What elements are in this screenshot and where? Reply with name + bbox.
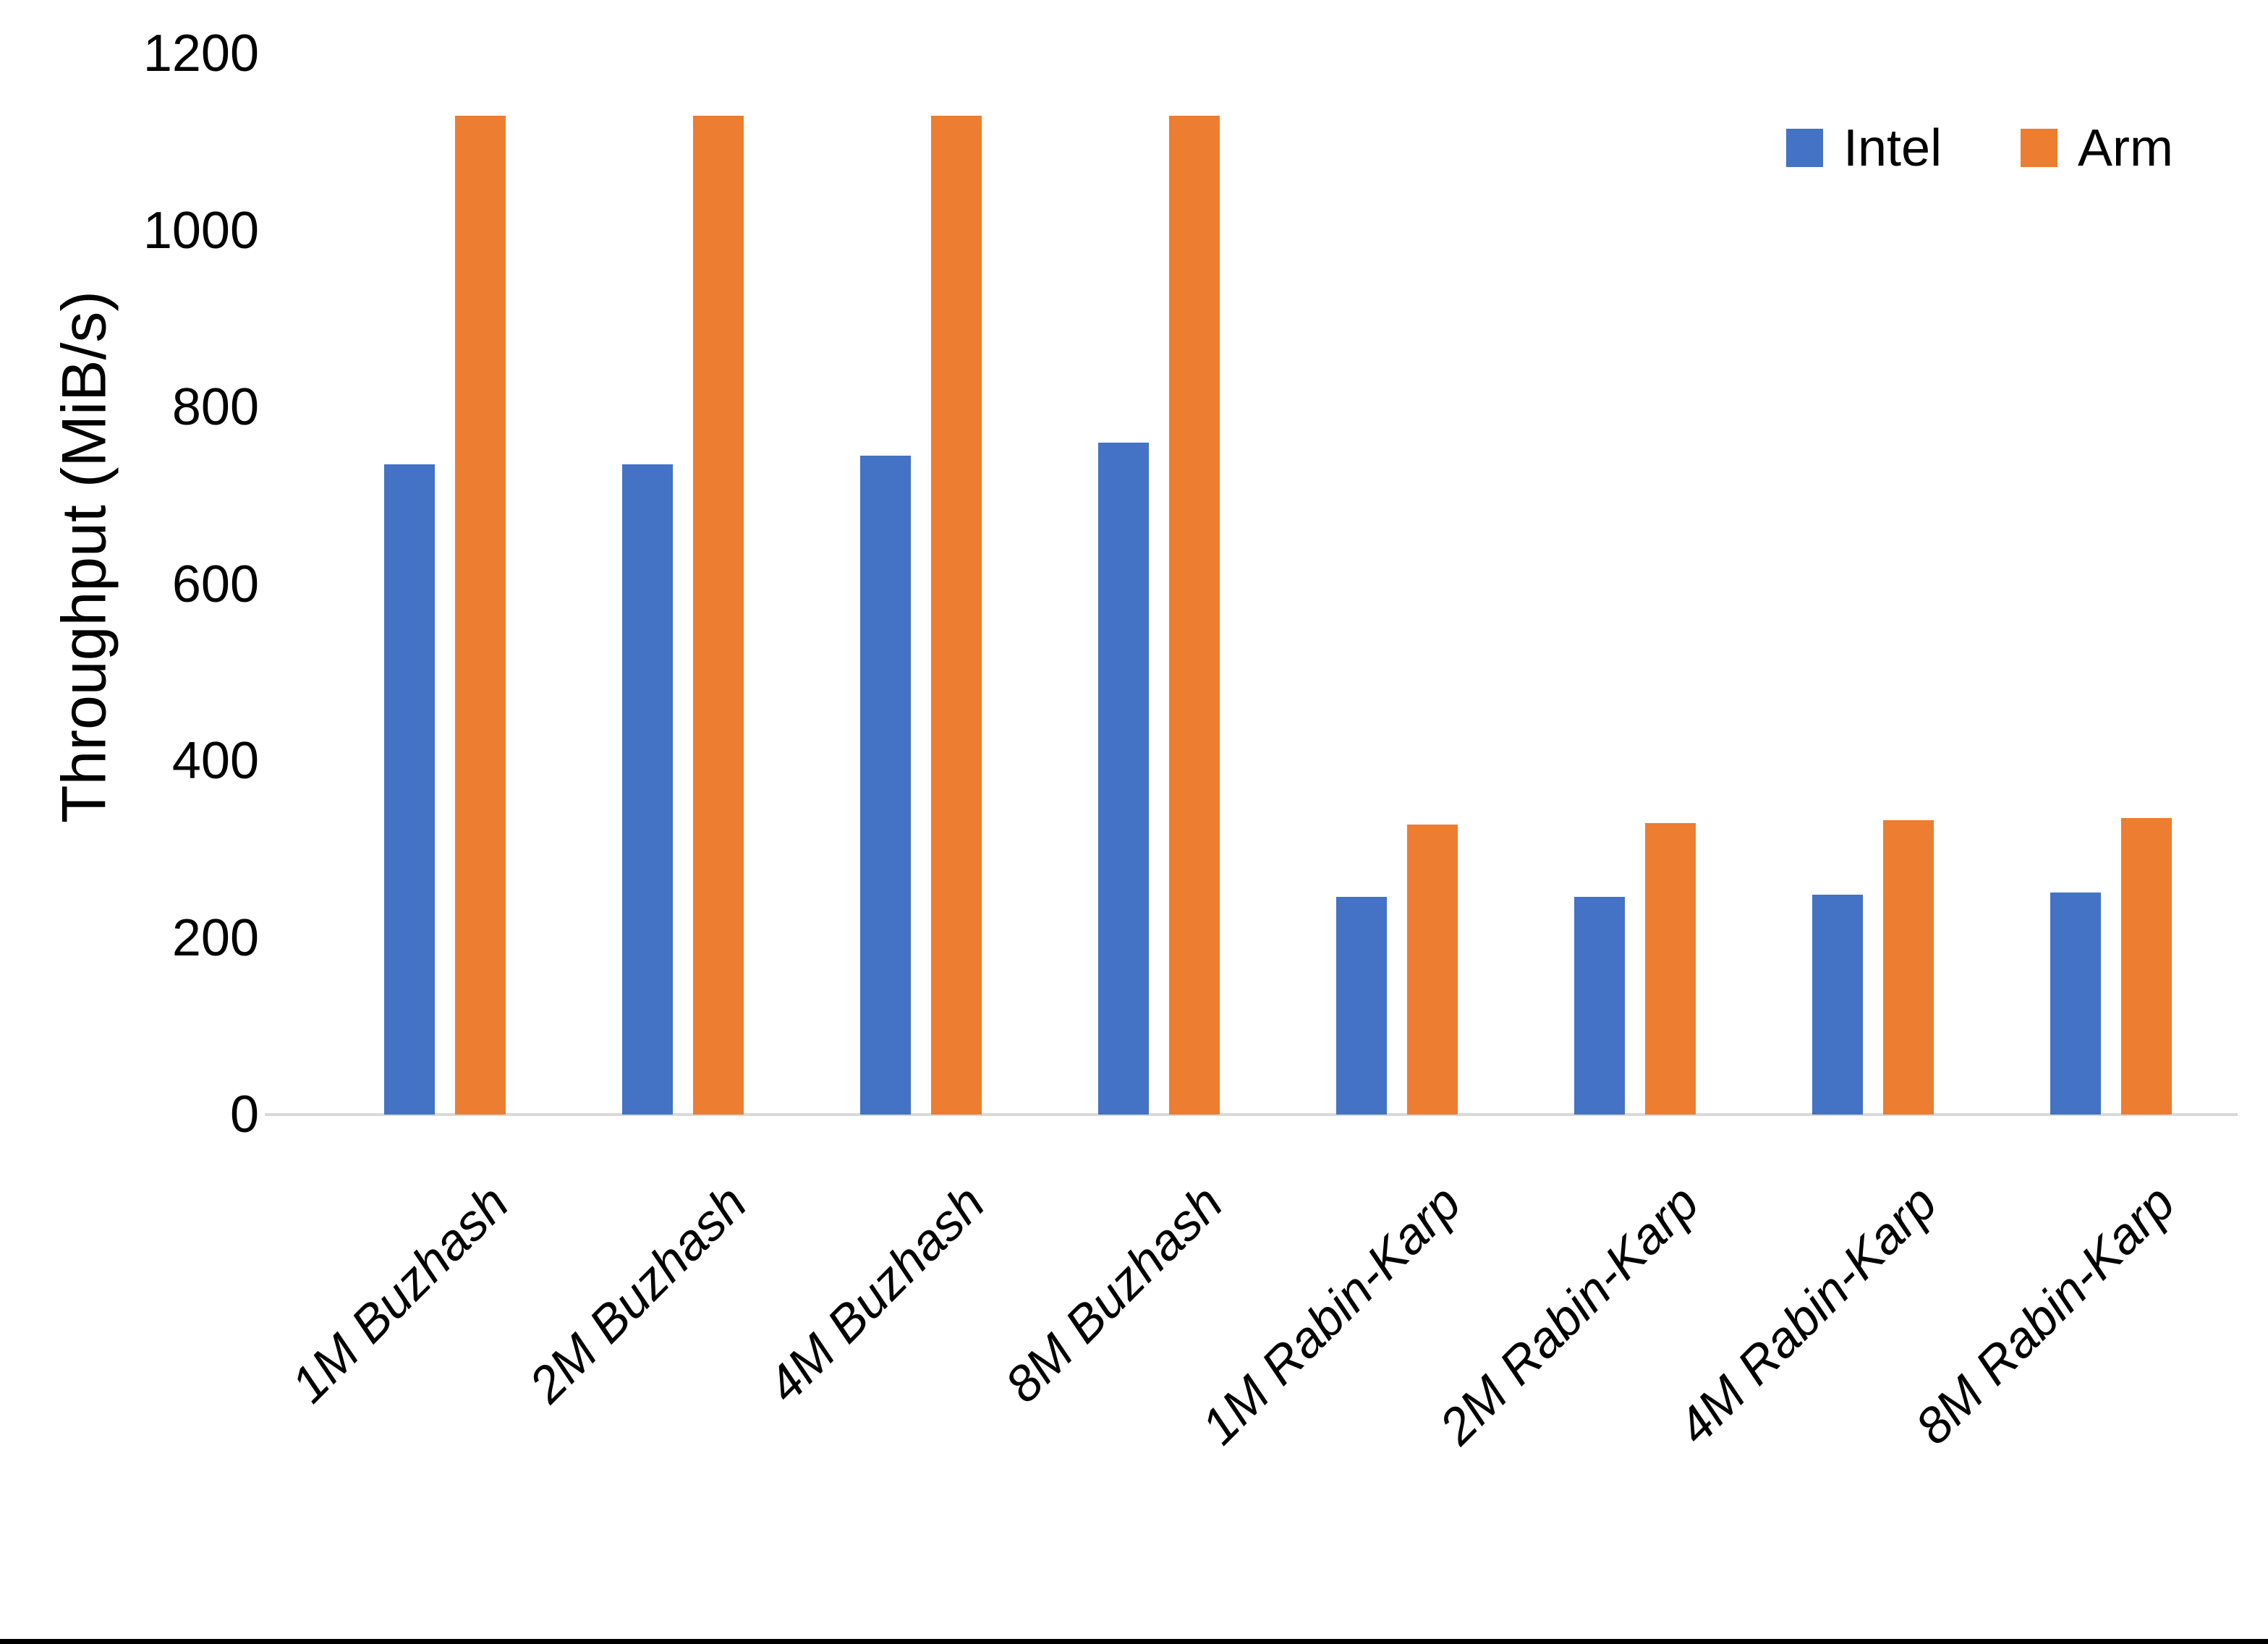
bar-arm-8m-rabin-karp — [2121, 818, 2172, 1115]
x-axis-line — [265, 1113, 2238, 1116]
x-category-label-1m-rabin-karp: 1M Rabin-Karp — [1190, 1174, 1471, 1455]
x-category-label-2m-rabin-karp: 2M Rabin-Karp — [1428, 1174, 1710, 1455]
bar-arm-4m-rabin-karp — [1883, 819, 1934, 1115]
x-category-label-2m-buzhash: 2M Buzhash — [518, 1174, 757, 1413]
bar-arm-1m-buzhash — [455, 115, 506, 1115]
bar-intel-4m-buzhash — [860, 456, 911, 1115]
x-category-label-8m-rabin-karp: 8M Rabin-Karp — [1904, 1174, 2186, 1455]
bar-intel-8m-rabin-karp — [2050, 893, 2101, 1115]
bar-intel-8m-buzhash — [1098, 442, 1149, 1115]
y-tick-label-1200: 1200 — [143, 25, 259, 82]
bar-arm-2m-rabin-karp — [1645, 822, 1696, 1115]
bar-arm-1m-rabin-karp — [1407, 825, 1458, 1115]
bar-intel-2m-rabin-karp — [1574, 897, 1625, 1115]
x-category-label-1m-buzhash: 1M Buzhash — [280, 1174, 519, 1413]
bar-arm-8m-buzhash — [1169, 115, 1220, 1115]
bar-intel-4m-rabin-karp — [1812, 894, 1863, 1115]
bar-intel-1m-rabin-karp — [1336, 897, 1387, 1115]
y-tick-label-1000: 1000 — [143, 201, 259, 260]
y-tick-label-800: 800 — [171, 378, 259, 436]
legend-label-arm: Arm — [2078, 119, 2173, 177]
x-category-label-4m-rabin-karp: 4M Rabin-Karp — [1666, 1174, 1948, 1455]
bar-arm-4m-buzhash — [931, 115, 982, 1115]
bar-arm-2m-buzhash — [693, 115, 744, 1115]
y-tick-label-0: 0 — [229, 1086, 259, 1143]
y-tick-label-400: 400 — [171, 732, 259, 790]
legend-swatch-intel — [1786, 129, 1823, 167]
legend-label-intel: Intel — [1843, 119, 1942, 177]
y-tick-label-600: 600 — [171, 555, 259, 613]
x-category-label-4m-buzhash: 4M Buzhash — [756, 1174, 995, 1413]
bottom-border-bar — [0, 1639, 2268, 1644]
y-tick-label-200: 200 — [171, 908, 259, 967]
legend-swatch-arm — [2021, 129, 2057, 167]
x-category-label-8m-buzhash: 8M Buzhash — [994, 1174, 1233, 1413]
bar-intel-2m-buzhash — [622, 464, 673, 1115]
bar-intel-1m-buzhash — [384, 464, 435, 1115]
